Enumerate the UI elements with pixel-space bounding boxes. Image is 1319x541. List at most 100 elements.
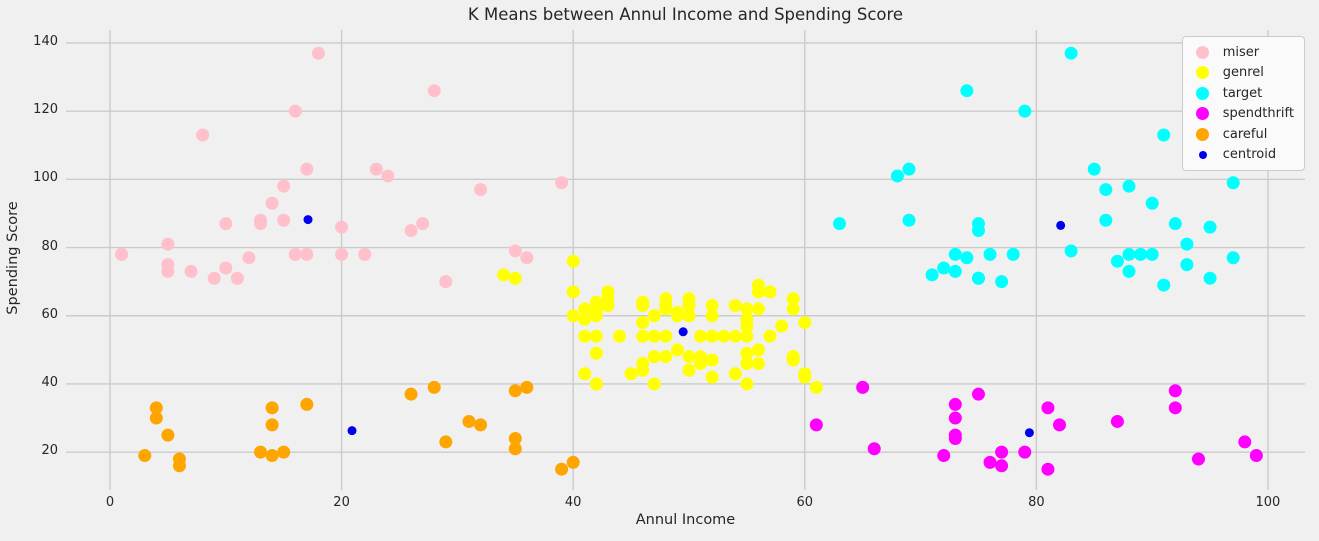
x-tick-label: 100 (1255, 495, 1281, 510)
point-genrel (647, 350, 661, 364)
point-miser (439, 275, 453, 289)
point-spendthrift (1168, 384, 1182, 398)
point-genrel (763, 329, 777, 343)
point-careful (172, 452, 186, 466)
point-target (948, 264, 962, 278)
point-genrel (647, 329, 661, 343)
point-target (1110, 254, 1124, 268)
point-genrel (728, 367, 742, 381)
point-centroid (1056, 220, 1066, 230)
point-careful (265, 401, 279, 415)
x-tick-label: 0 (105, 495, 115, 510)
point-careful (149, 401, 163, 415)
point-miser (474, 183, 488, 197)
legend-label: spendthrift (1222, 106, 1294, 122)
x-tick-label: 60 (796, 495, 814, 510)
point-genrel (798, 316, 812, 330)
careful-marker-icon (1196, 127, 1210, 141)
legend-marker-wrap (1189, 107, 1217, 121)
point-target (925, 268, 939, 282)
point-genrel (798, 367, 812, 381)
point-spendthrift (948, 397, 962, 411)
point-genrel (740, 312, 754, 326)
point-spendthrift (971, 387, 985, 401)
point-target (890, 169, 904, 183)
point-miser (277, 179, 291, 193)
point-genrel (682, 292, 696, 306)
legend-label: careful (1222, 126, 1268, 142)
point-miser (207, 271, 221, 285)
point-careful (265, 418, 279, 432)
point-spendthrift (1018, 445, 1032, 459)
point-genrel (682, 309, 696, 323)
point-miser (311, 46, 325, 60)
point-genrel (508, 271, 522, 285)
point-target (1099, 183, 1113, 197)
point-centroid (303, 215, 313, 225)
point-spendthrift (1110, 414, 1124, 428)
point-careful (520, 380, 534, 394)
point-spendthrift (1238, 435, 1252, 449)
point-target (1203, 220, 1217, 234)
point-miser (288, 247, 302, 261)
point-careful (462, 414, 476, 428)
point-miser (369, 162, 383, 176)
point-miser (555, 176, 569, 190)
point-target (960, 84, 974, 98)
legend-label: miser (1222, 44, 1260, 60)
point-genrel (694, 350, 708, 364)
legend-marker-wrap (1189, 150, 1217, 159)
point-genrel (740, 329, 754, 343)
point-careful (427, 380, 441, 394)
point-miser (219, 261, 233, 275)
legend-marker-wrap (1189, 45, 1217, 59)
y-tick-label: 40 (41, 374, 58, 390)
point-genrel (751, 343, 765, 357)
point-genrel (566, 285, 580, 299)
point-target (1087, 162, 1101, 176)
point-miser (416, 217, 430, 231)
point-genrel (670, 305, 684, 319)
point-genrel (751, 278, 765, 292)
point-genrel (740, 377, 754, 391)
spendthrift-marker-icon (1196, 107, 1210, 121)
point-genrel (682, 363, 696, 377)
point-careful (508, 442, 522, 456)
point-genrel (694, 329, 708, 343)
point-genrel (717, 329, 731, 343)
point-spendthrift (867, 442, 881, 456)
x-tick-label: 20 (333, 495, 350, 510)
point-spendthrift (1041, 401, 1055, 415)
legend-label: target (1222, 85, 1263, 101)
x-tick-label: 40 (564, 495, 582, 510)
point-target (902, 162, 916, 176)
point-genrel (659, 292, 673, 306)
point-miser (288, 104, 302, 118)
point-target (971, 271, 985, 285)
legend-marker-wrap (1189, 66, 1217, 80)
legend-marker-wrap (1189, 127, 1217, 141)
point-spendthrift (1041, 462, 1055, 476)
point-miser (161, 237, 175, 251)
y-tick-label: 140 (33, 33, 58, 49)
legend-label: centroid (1222, 147, 1277, 163)
point-miser (265, 196, 279, 210)
point-genrel (647, 377, 661, 391)
point-genrel (636, 295, 650, 309)
point-genrel (751, 356, 765, 370)
point-genrel (809, 380, 823, 394)
point-spendthrift (856, 380, 870, 394)
point-careful (277, 445, 291, 459)
point-genrel (589, 346, 603, 360)
point-miser (219, 217, 233, 231)
point-miser (520, 251, 534, 265)
point-target (1122, 179, 1136, 193)
point-genrel (740, 346, 754, 360)
point-miser (508, 244, 522, 258)
point-genrel (566, 309, 580, 323)
point-spendthrift (983, 455, 997, 469)
genrel-marker-icon (1196, 66, 1210, 80)
point-target (1157, 128, 1171, 142)
point-genrel (705, 309, 719, 323)
